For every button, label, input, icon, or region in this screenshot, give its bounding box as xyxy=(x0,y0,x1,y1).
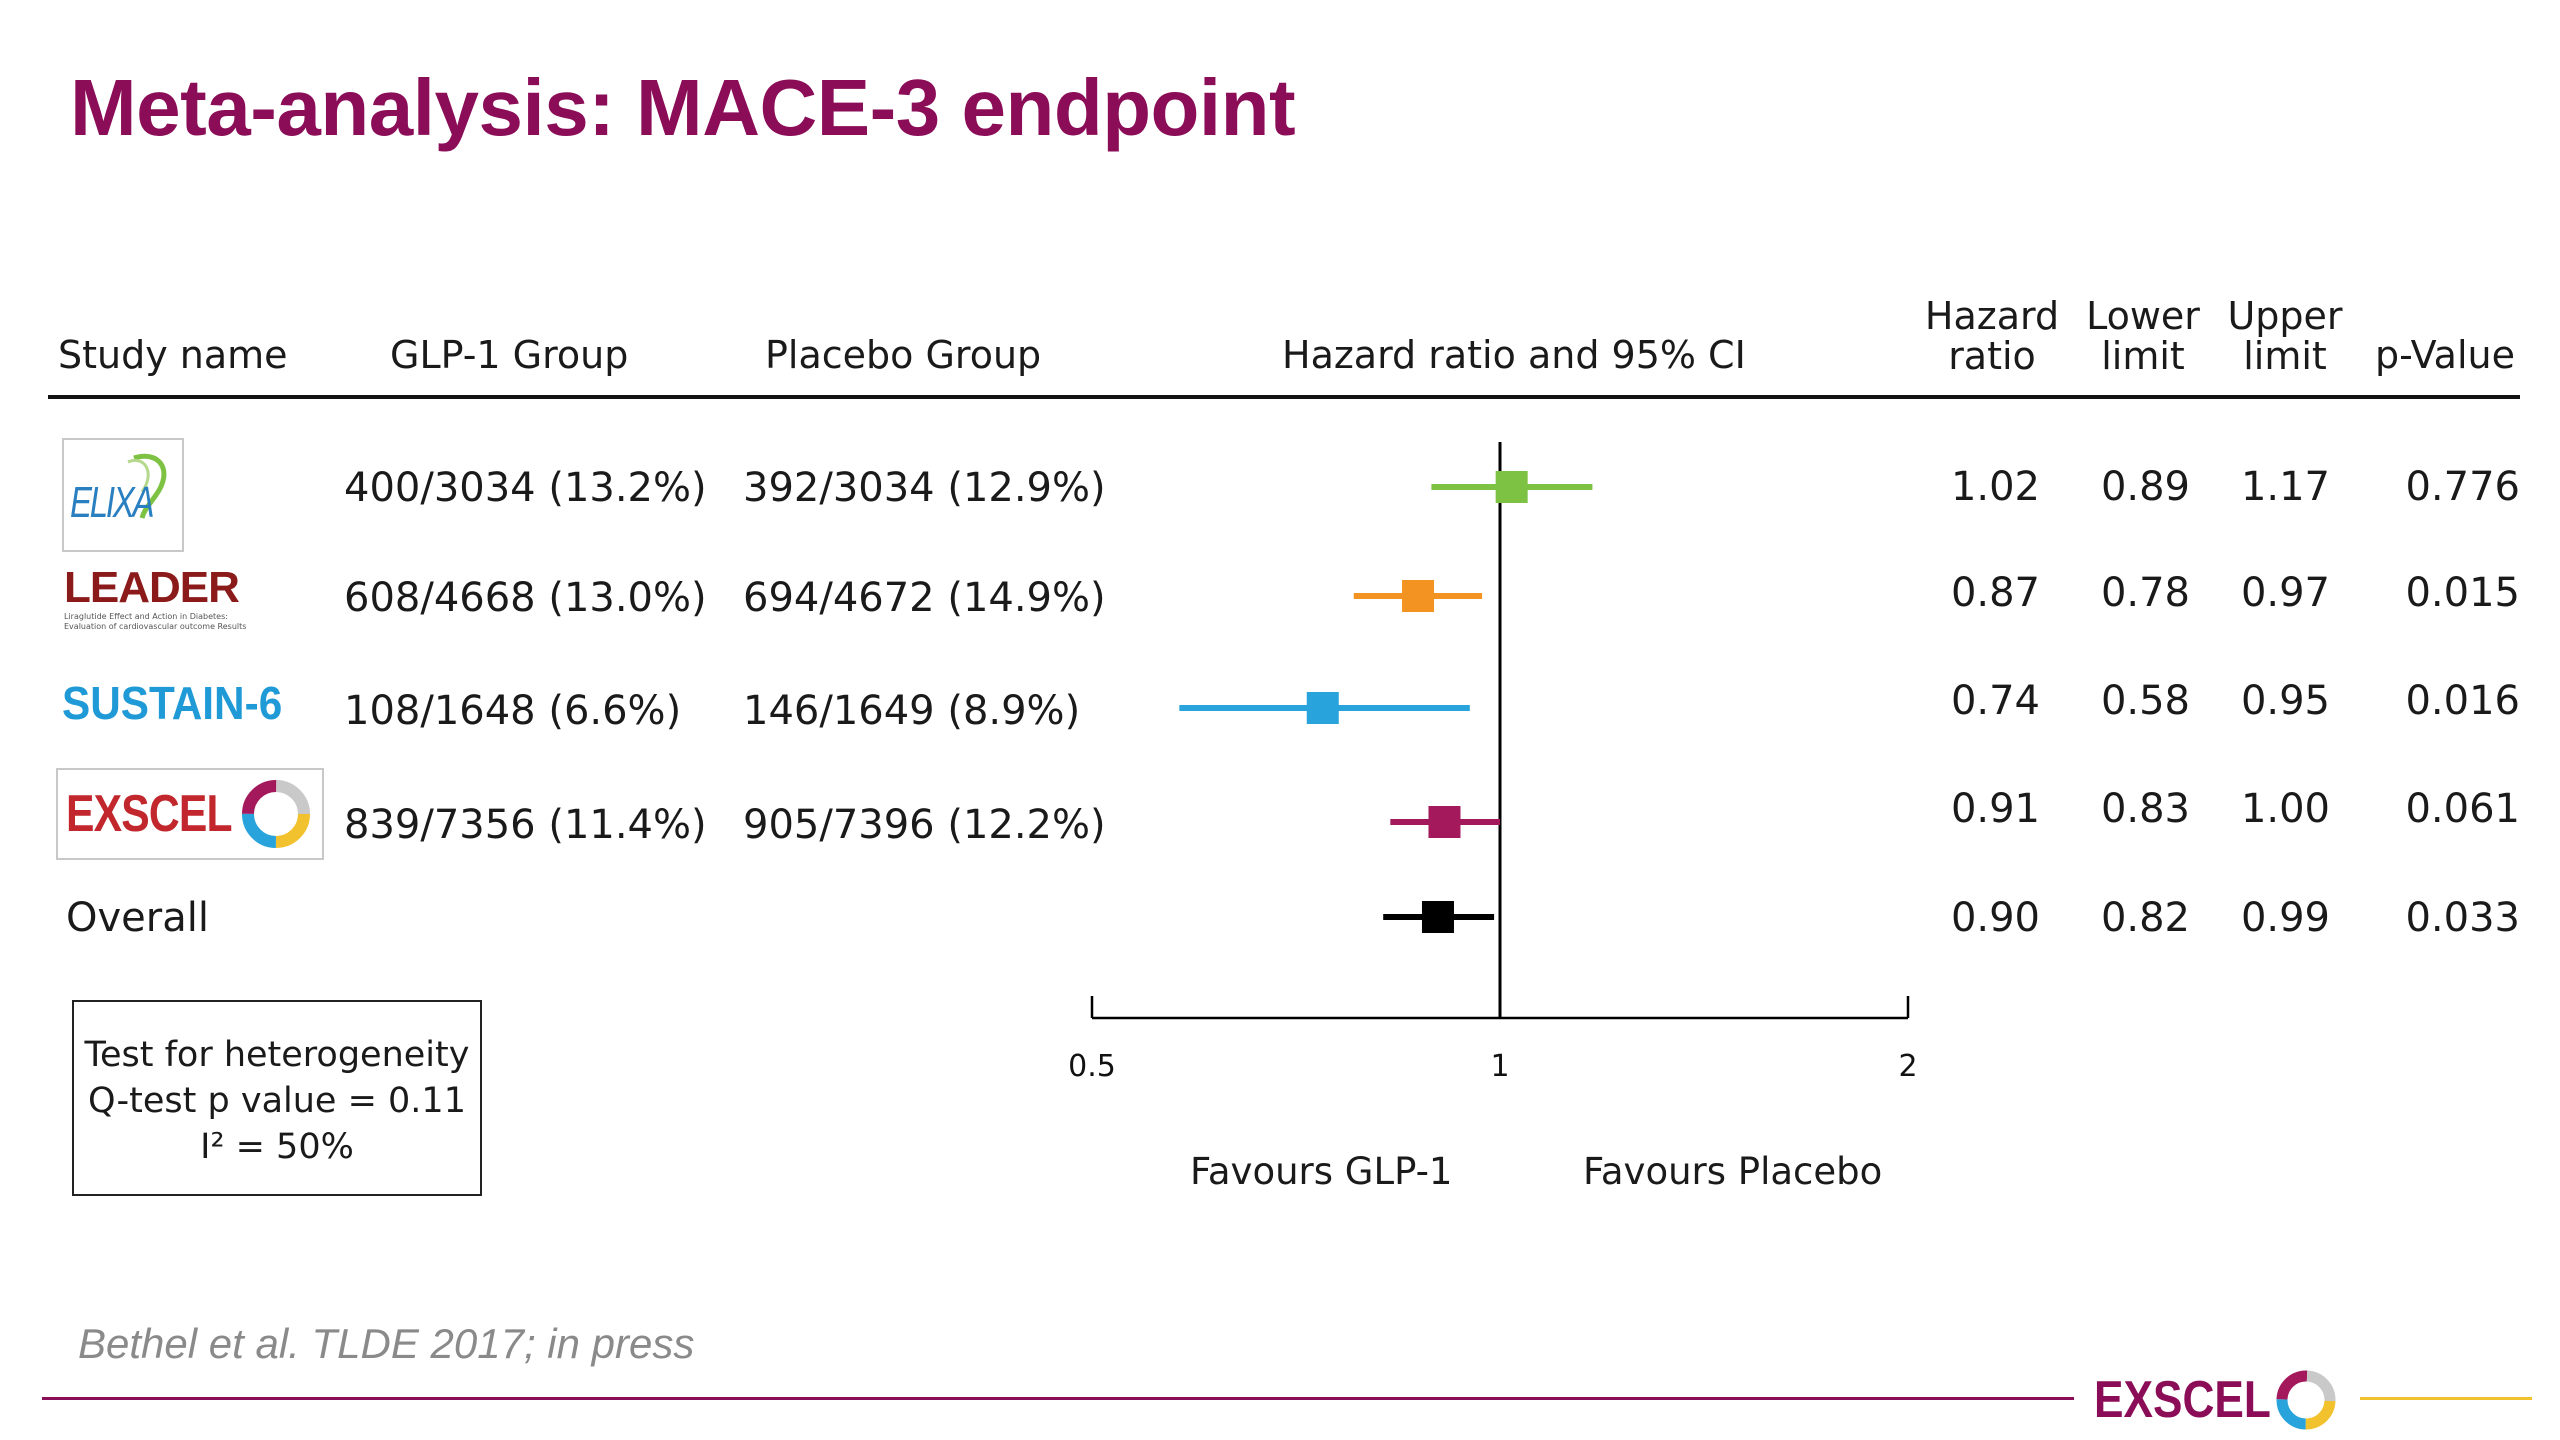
header-hazard-ratio-line2: ratio xyxy=(1948,334,2036,378)
x-axis-tick-label-1: 1 xyxy=(1490,1049,1509,1084)
x-axis-tick-label-0.5: 0.5 xyxy=(1068,1049,1116,1084)
favours-glp1-label: Favours GLP-1 xyxy=(1190,1150,1453,1193)
lower-cell-leader: 0.78 xyxy=(2100,570,2190,616)
p-cell-overall: 0.033 xyxy=(2405,895,2520,941)
exscel-ring-icon xyxy=(242,780,310,848)
citation: Bethel et al. TLDE 2017; in press xyxy=(78,1320,695,1367)
hr-marker-sustain-6 xyxy=(1306,692,1339,724)
header-glp1-group: GLP-1 Group xyxy=(390,333,629,377)
lower-cell-overall: 0.82 xyxy=(2100,895,2190,941)
header-study-name: Study name xyxy=(58,333,288,377)
elixa-logo-text: ELIXA xyxy=(70,478,155,527)
p-cell-exscel: 0.061 xyxy=(2405,786,2520,832)
slide-title: Meta-analysis: MACE-3 endpoint xyxy=(70,63,1296,152)
hr-marker-leader xyxy=(1402,580,1435,612)
header-upper-limit-line2: limit xyxy=(2243,334,2327,378)
upper-cell-exscel: 1.00 xyxy=(2240,786,2330,832)
placebo-cell-leader: 694/4672 (14.9%) xyxy=(743,575,1106,621)
leader-logo-text: LEADER xyxy=(64,563,240,612)
heterogeneity-i2: I² = 50% xyxy=(200,1127,354,1167)
header-rule xyxy=(48,395,2520,399)
hr-cell-leader: 0.87 xyxy=(1950,570,2040,616)
glp1-cell-sustain6: 108/1648 (6.6%) xyxy=(344,688,682,734)
upper-cell-overall: 0.99 xyxy=(2240,895,2330,941)
footer-exscel-ring-icon xyxy=(2276,1370,2336,1430)
header-p-value: p-Value xyxy=(2375,333,2515,377)
footer-line-left xyxy=(42,1397,2074,1400)
glp1-cell-exscel: 839/7356 (11.4%) xyxy=(344,802,707,848)
hr-marker-elixa xyxy=(1495,471,1528,503)
leader-logo-subtitle-1: Liraglutide Effect and Action in Diabete… xyxy=(64,612,228,621)
header-lower-limit-line1: Lower xyxy=(2086,294,2200,338)
header-hazard-ratio-line1: Hazard xyxy=(1924,294,2060,338)
placebo-cell-sustain6: 146/1649 (8.9%) xyxy=(743,688,1081,734)
heterogeneity-q-test: Q-test p value = 0.11 xyxy=(88,1081,466,1121)
study-name-overall: Overall xyxy=(66,895,209,941)
upper-cell-elixa: 1.17 xyxy=(2240,464,2330,510)
hr-cell-exscel: 0.91 xyxy=(1950,786,2040,832)
hr-cell-overall: 0.90 xyxy=(1950,895,2040,941)
header-placebo-group: Placebo Group xyxy=(765,333,1042,377)
header-hazard-ratio: Hazard ratio xyxy=(1912,296,2072,376)
placebo-cell-exscel: 905/7396 (12.2%) xyxy=(743,802,1106,848)
sustain6-logo: SUSTAIN-6 xyxy=(62,677,283,729)
header-lower-limit-line2: limit xyxy=(2101,334,2185,378)
elixa-logo: ELIXA xyxy=(62,438,184,552)
p-cell-leader: 0.015 xyxy=(2405,570,2520,616)
header-upper-limit-line1: Upper xyxy=(2227,294,2343,338)
glp1-cell-leader: 608/4668 (13.0%) xyxy=(344,575,707,621)
leader-logo: LEADER Liraglutide Effect and Action in … xyxy=(64,566,254,644)
header-hazard-ratio-ci: Hazard ratio and 95% CI xyxy=(1282,333,1746,377)
leader-logo-subtitle-2: Evaluation of cardiovascular outcome Res… xyxy=(64,622,247,631)
hr-marker-exscel xyxy=(1428,806,1461,838)
footer-line-right xyxy=(2360,1397,2532,1400)
p-cell-elixa: 0.776 xyxy=(2405,464,2520,510)
hr-cell-sustain6: 0.74 xyxy=(1950,678,2040,724)
p-cell-sustain6: 0.016 xyxy=(2405,678,2520,724)
lower-cell-sustain6: 0.58 xyxy=(2100,678,2190,724)
hr-marker-overall xyxy=(1421,901,1454,933)
favours-placebo-label: Favours Placebo xyxy=(1583,1150,1883,1193)
header-lower-limit: Lower limit xyxy=(2068,296,2218,376)
heterogeneity-box: Test for heterogeneity Q-test p value = … xyxy=(72,1000,482,1196)
glp1-cell-elixa: 400/3034 (13.2%) xyxy=(344,465,707,511)
upper-cell-sustain6: 0.95 xyxy=(2240,678,2330,724)
x-axis-tick-label-2: 2 xyxy=(1898,1049,1917,1084)
hr-cell-elixa: 1.02 xyxy=(1950,464,2040,510)
elixa-swoosh-icon xyxy=(127,453,167,519)
exscel-logo: EXSCEL xyxy=(56,768,324,860)
placebo-cell-elixa: 392/3034 (12.9%) xyxy=(743,465,1106,511)
header-upper-limit: Upper limit xyxy=(2210,296,2360,376)
footer-exscel-text: EXSCEL xyxy=(2094,1371,2271,1429)
exscel-logo-text: EXSCEL xyxy=(66,785,233,843)
lower-cell-exscel: 0.83 xyxy=(2100,786,2190,832)
upper-cell-leader: 0.97 xyxy=(2240,570,2330,616)
heterogeneity-title: Test for heterogeneity xyxy=(84,1035,470,1075)
lower-cell-elixa: 0.89 xyxy=(2100,464,2190,510)
